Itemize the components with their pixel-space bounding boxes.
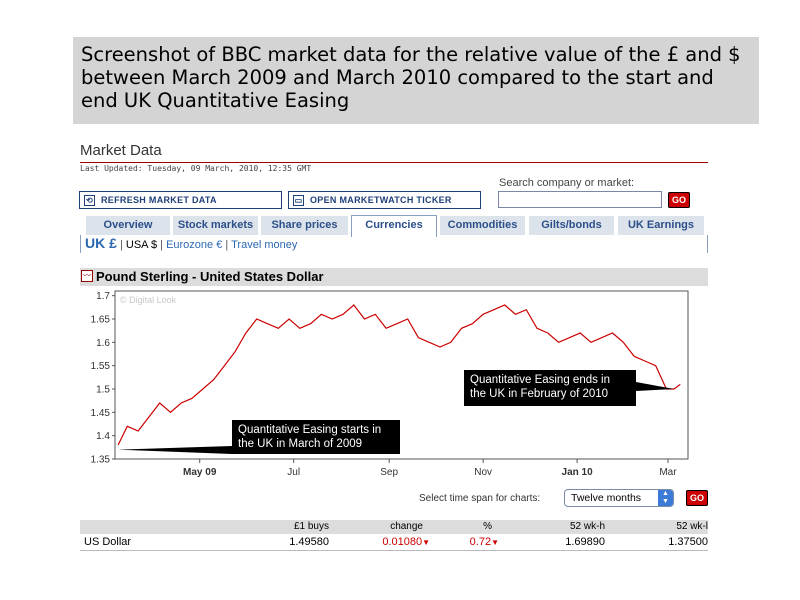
subnav-uk-pound[interactable]: UK £: [85, 235, 117, 251]
timespan-label: Select time span for charts:: [419, 493, 541, 504]
row-divider: [80, 550, 708, 551]
market-data-title: Market Data: [80, 142, 162, 159]
row-percent: 0.72▼: [470, 536, 499, 548]
slide-title: Screenshot of BBC market data for the re…: [73, 37, 759, 124]
subnav-separator: |: [225, 239, 232, 251]
window-icon: ▭: [293, 195, 304, 207]
row-change-value: 0.01080: [382, 536, 423, 548]
x-tick-label: Sep: [380, 467, 398, 478]
tab-overview[interactable]: Overview: [86, 216, 170, 235]
refresh-market-data-button[interactable]: ⟲ REFRESH MARKET DATA: [79, 191, 282, 209]
x-tick-label: Jul: [287, 467, 300, 478]
timespan-value: Twelve months: [571, 492, 642, 504]
row-buys: 1.49580: [289, 536, 329, 548]
tab-share-prices[interactable]: Share prices: [261, 216, 348, 235]
x-tick-label: Mar: [659, 467, 677, 478]
chart-watermark: © Digital Look: [120, 295, 177, 305]
tab-stock-markets[interactable]: Stock markets: [173, 216, 258, 235]
annotation-text: Quantitative Easing ends in: [470, 374, 610, 386]
annotation-text: Quantitative Easing starts in: [238, 424, 381, 436]
subnav-separator: |: [119, 239, 126, 251]
annotation-text: the UK in March of 2009: [238, 438, 362, 450]
section-header-bar: [80, 268, 708, 286]
header-buys: £1 buys: [293, 521, 329, 532]
section-title: Pound Sterling - United States Dollar: [96, 269, 324, 284]
header-percent: %: [483, 521, 492, 532]
row-percent-value: 0.72: [469, 536, 492, 548]
table-header-row: [80, 520, 708, 534]
y-tick-label: 1.7: [96, 291, 110, 302]
refresh-label: REFRESH MARKET DATA: [101, 195, 217, 205]
y-tick-label: 1.5: [96, 385, 110, 396]
subnav-frame: [80, 235, 708, 253]
header-change: change: [390, 521, 423, 532]
open-ticker-button[interactable]: ▭ OPEN MARKETWATCH TICKER: [288, 191, 481, 209]
row-name: US Dollar: [84, 536, 132, 548]
subnav-travel-money[interactable]: Travel money: [231, 239, 298, 251]
subnav-separator: |: [160, 239, 167, 251]
y-tick-label: 1.35: [91, 455, 111, 466]
last-updated-text: Last Updated: Tuesday, 09 March, 2010, 1…: [80, 164, 312, 173]
refresh-icon: ⟲: [84, 195, 95, 207]
tab-commodities[interactable]: Commodities: [440, 216, 525, 235]
timespan-select[interactable]: Twelve months ▲ ▼: [564, 489, 674, 507]
annotation-pointer: [636, 382, 675, 391]
y-tick-label: 1.4: [96, 431, 110, 442]
y-tick-label: 1.45: [91, 408, 111, 419]
row-52wk-high: 1.69890: [565, 536, 605, 548]
y-tick-label: 1.6: [96, 338, 110, 349]
search-label: Search company or market:: [499, 177, 635, 189]
select-arrows-icon: ▲ ▼: [658, 490, 673, 506]
annotation-box: [464, 370, 636, 406]
down-arrow-icon: ▼: [491, 538, 499, 547]
x-tick-label: May 09: [183, 467, 217, 478]
y-tick-label: 1.55: [91, 361, 111, 372]
annotation-pointer: [118, 446, 232, 454]
row-change: 0.01080▼: [382, 536, 430, 548]
annotation-box: [232, 420, 400, 454]
header-52wk-high: 52 wk-h: [569, 521, 605, 532]
chart-icon: 〰: [81, 270, 93, 282]
series-line: [117, 304, 681, 446]
down-arrow-icon: ▼: [422, 538, 430, 547]
currency-subnav: UK £ | USA $ | Eurozone € | Travel money: [85, 235, 297, 251]
search-go-button[interactable]: GO: [668, 192, 690, 208]
annotation-text: the UK in February of 2010: [470, 388, 608, 400]
y-tick-label: 1.65: [91, 315, 111, 326]
tab-uk-earnings[interactable]: UK Earnings: [618, 216, 704, 235]
header-52wk-low: 52 wk-l: [676, 521, 708, 532]
subnav-usa-dollar[interactable]: USA $: [125, 239, 158, 251]
search-input[interactable]: [498, 191, 662, 208]
title-divider: [80, 162, 708, 163]
timespan-go-button[interactable]: GO: [686, 490, 708, 506]
row-52wk-low: 1.37500: [668, 536, 708, 548]
tab-currencies[interactable]: Currencies: [351, 215, 437, 237]
x-tick-label: Nov: [474, 467, 492, 478]
fx-line-chart: © Digital Look 1.7 1.65 1.6 1.55 1.5 1.45 1.4 1…: [91, 290, 689, 478]
ticker-label: OPEN MARKETWATCH TICKER: [310, 195, 452, 205]
subnav-eurozone[interactable]: Eurozone €: [166, 239, 223, 251]
x-tick-label: Jan 10: [562, 467, 594, 478]
tab-gilts-bonds[interactable]: Gilts/bonds: [529, 216, 614, 235]
